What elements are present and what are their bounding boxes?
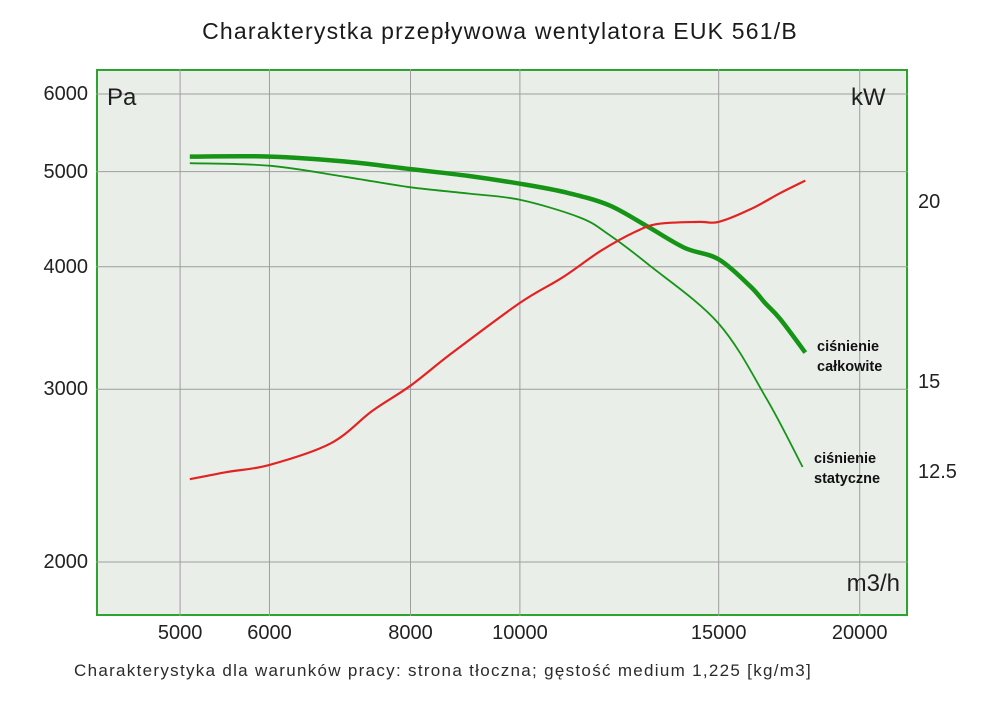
chart-title: Charakterystka przepływowa wentylatora E… — [202, 18, 798, 44]
curve-power — [189, 179, 806, 481]
x-tick-label: 15000 — [690, 622, 747, 644]
y-right-tick-label: 20 — [918, 191, 941, 214]
plot-canvas — [96, 69, 908, 616]
right-axis-unit-label: kW — [851, 84, 886, 111]
static-pressure-curve-label: ciśnienie statyczne — [814, 451, 881, 487]
x-tick-label: 5000 — [157, 622, 203, 644]
left-axis-unit-label: Pa — [107, 84, 137, 111]
y-left-tick-label: 3000 — [43, 378, 89, 401]
x-tick-label: 6000 — [247, 622, 292, 644]
x-axis-unit-label: m3/h — [846, 570, 900, 597]
x-tick-label: 8000 — [388, 622, 433, 644]
y-right-tick-label: 12.5 — [918, 461, 957, 484]
plot-area — [96, 69, 908, 616]
y-left-tick-label: 5000 — [43, 160, 89, 183]
chart-caption: Charakterystyka dla warunków pracy: stro… — [74, 661, 813, 680]
y-left-tick-label: 6000 — [43, 82, 89, 105]
curve-total-pressure — [189, 153, 808, 354]
y-right-tick-label: 15 — [918, 371, 941, 394]
y-left-tick-label: 4000 — [43, 255, 89, 278]
total-pressure-curve-label: ciśnienie całkowite — [817, 339, 883, 375]
x-tick-label: 20000 — [831, 622, 888, 644]
curve-static-pressure — [189, 162, 804, 468]
y-left-tick-label: 2000 — [43, 551, 89, 574]
x-tick-label: 10000 — [492, 622, 548, 644]
